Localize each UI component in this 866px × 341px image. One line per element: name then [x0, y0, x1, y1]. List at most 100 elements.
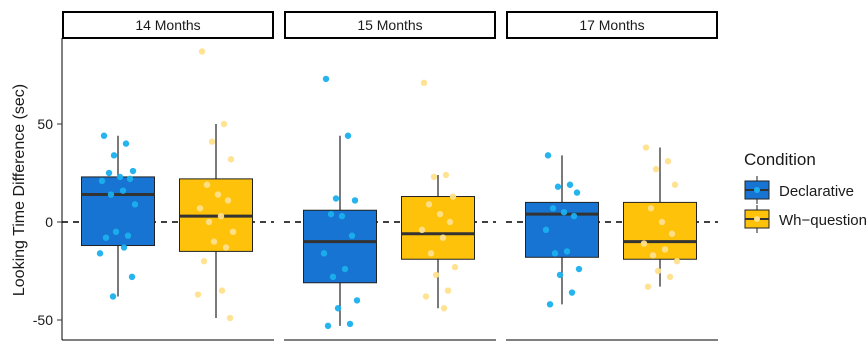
- facet-strip: [284, 11, 496, 39]
- data-point: [422, 293, 430, 300]
- data-point: [334, 305, 342, 312]
- data-point: [649, 252, 657, 259]
- data-point: [218, 287, 226, 294]
- box-declarative: [303, 75, 377, 330]
- data-point: [119, 187, 127, 194]
- facet-panel: 14 Months: [62, 11, 274, 341]
- data-point: [327, 210, 335, 218]
- data-point: [122, 140, 130, 147]
- y-axis: -50 0 50: [33, 38, 63, 340]
- data-point: [220, 120, 228, 128]
- data-point: [102, 234, 110, 241]
- data-point: [120, 244, 128, 251]
- y-tick-label: 0: [45, 214, 53, 230]
- data-point: [551, 250, 559, 257]
- legend-entry: Declarative: [744, 176, 854, 204]
- data-point: [341, 265, 349, 273]
- data-point: [126, 175, 134, 183]
- data-point: [666, 273, 674, 281]
- data-point: [96, 250, 104, 257]
- box-wh-question: [623, 144, 697, 290]
- legend-label: Wh−question: [779, 212, 866, 229]
- data-point: [673, 258, 681, 265]
- facet-panels: 14 Months 15 Months 17 Months: [62, 11, 718, 341]
- legend-label: Declarative: [779, 183, 854, 200]
- data-point: [542, 226, 550, 234]
- data-point: [425, 201, 433, 208]
- y-tick-label: -50: [33, 312, 53, 328]
- data-point: [208, 138, 216, 145]
- data-point: [229, 228, 237, 235]
- data-point: [430, 173, 438, 181]
- data-point: [322, 75, 330, 83]
- data-point: [668, 230, 676, 237]
- data-point: [224, 197, 232, 204]
- data-point: [110, 152, 118, 159]
- facet-title: 17 Months: [579, 17, 644, 33]
- data-point: [440, 305, 448, 312]
- data-point: [348, 232, 356, 239]
- data-point: [439, 234, 447, 241]
- box-wh-question: [179, 48, 253, 322]
- data-point: [128, 273, 136, 281]
- data-point: [573, 189, 581, 196]
- data-point: [575, 265, 583, 273]
- data-point: [351, 197, 359, 204]
- data-point: [227, 156, 235, 163]
- facet-title: 14 Months: [135, 17, 200, 33]
- data-point: [124, 232, 132, 239]
- data-point: [451, 263, 459, 271]
- data-point: [546, 301, 554, 308]
- data-point: [436, 210, 444, 218]
- data-point: [652, 165, 660, 173]
- data-point: [324, 322, 332, 330]
- data-point: [644, 283, 652, 290]
- data-point: [194, 291, 202, 298]
- data-point: [556, 271, 564, 279]
- legend-entry: Wh−question: [744, 205, 866, 233]
- data-point: [647, 205, 655, 212]
- data-point: [198, 48, 206, 55]
- data-point: [563, 248, 571, 255]
- y-tick-label: 50: [37, 116, 53, 132]
- data-point: [427, 250, 435, 257]
- data-point: [200, 258, 208, 265]
- facet-panel: 17 Months: [506, 11, 718, 341]
- data-point: [222, 244, 230, 251]
- data-point: [554, 183, 562, 190]
- box: [623, 201, 697, 260]
- box-wh-question: [401, 79, 475, 312]
- data-point: [544, 152, 552, 159]
- y-axis-label: Looking Time Difference (sec): [11, 84, 28, 296]
- data-point: [658, 218, 666, 226]
- data-point: [432, 271, 440, 279]
- data-point: [661, 246, 669, 253]
- data-point: [320, 250, 328, 257]
- legend-key-point: [754, 216, 760, 222]
- data-point: [642, 144, 650, 151]
- data-point: [664, 158, 672, 165]
- facet-title: 15 Months: [357, 17, 422, 33]
- data-point: [560, 209, 568, 216]
- facet-strip: [62, 11, 274, 39]
- data-point: [346, 320, 354, 328]
- data-point: [107, 191, 115, 198]
- data-point: [338, 212, 346, 220]
- legend-title: Condition: [744, 150, 816, 169]
- data-point: [116, 173, 124, 181]
- facet-panel: 15 Months: [284, 11, 496, 341]
- data-point: [568, 289, 576, 296]
- data-point: [442, 171, 450, 179]
- data-point: [671, 181, 679, 188]
- data-point: [570, 212, 578, 220]
- data-point: [446, 218, 454, 226]
- data-point: [420, 79, 428, 87]
- data-point: [226, 314, 234, 322]
- data-point: [214, 191, 222, 198]
- facet-strip: [506, 11, 718, 39]
- data-point: [217, 212, 225, 220]
- data-point: [353, 297, 361, 304]
- box-declarative: [525, 152, 599, 308]
- data-point: [444, 287, 452, 294]
